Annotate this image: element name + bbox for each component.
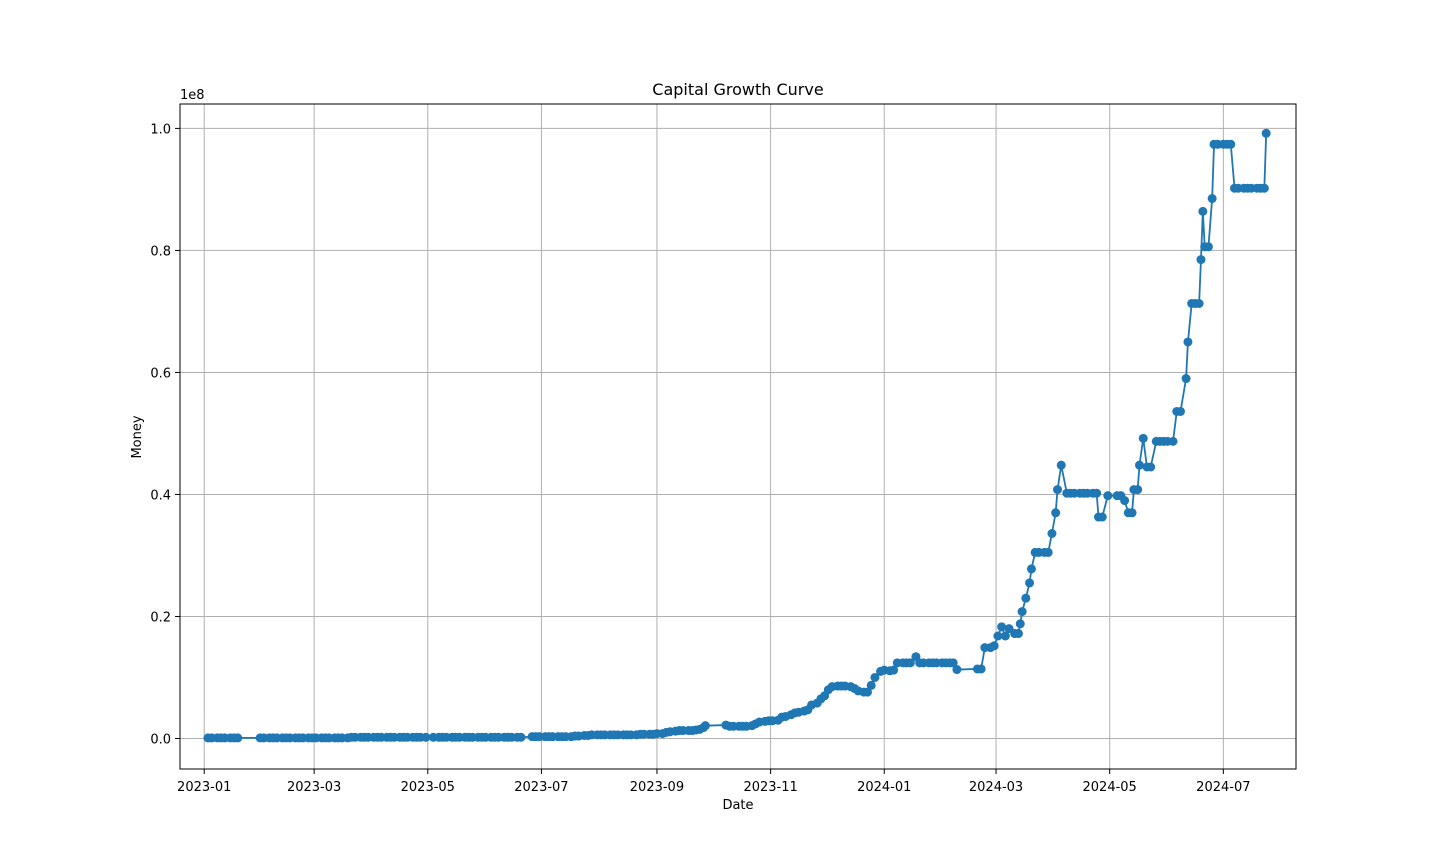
data-point	[1194, 299, 1204, 308]
data-point	[1103, 491, 1113, 501]
data-point	[516, 732, 526, 742]
grid	[180, 104, 1296, 769]
data-point	[1013, 629, 1023, 639]
data-point	[1015, 619, 1025, 629]
data-point	[1092, 488, 1102, 498]
x-tick-label: 2024-01	[857, 780, 911, 795]
data-point	[993, 631, 1003, 641]
data-point	[989, 641, 999, 651]
y-tick-label: 1.0	[150, 122, 171, 137]
data-point	[1056, 460, 1066, 470]
data-point	[948, 658, 958, 668]
data-point	[1181, 374, 1191, 384]
x-axis-label: Date	[722, 798, 753, 813]
x-tick-label: 2024-05	[1083, 780, 1137, 795]
data-point	[889, 665, 899, 675]
data-point	[1120, 496, 1130, 506]
data-point	[1025, 578, 1035, 588]
data-point	[1146, 462, 1156, 472]
data-point	[1133, 485, 1143, 495]
data-point	[1026, 564, 1036, 574]
axis-ticks: 2023-01 2023-03 2023-05 2023-07 2023-09 2023-…	[150, 122, 1250, 795]
data-point	[421, 732, 431, 742]
data-point	[1259, 183, 1269, 193]
x-tick-label: 2024-03	[969, 780, 1023, 795]
data-point	[1021, 593, 1031, 603]
data-point	[952, 665, 962, 675]
data-point	[1053, 485, 1063, 495]
y-tick-label: 0.8	[150, 244, 171, 259]
data-point	[866, 680, 876, 690]
x-tick-label: 2024-07	[1196, 780, 1250, 795]
data-point	[997, 622, 1007, 632]
x-tick-label: 2023-01	[177, 780, 231, 795]
x-tick-label: 2023-03	[287, 780, 341, 795]
x-tick-label: 2023-11	[743, 780, 797, 795]
series-layer	[203, 128, 1271, 743]
data-point	[1000, 631, 1010, 641]
data-point	[1168, 436, 1178, 446]
data-point	[1047, 529, 1057, 538]
x-tick-label: 2023-09	[630, 780, 684, 795]
data-point	[862, 687, 872, 697]
data-point	[1207, 194, 1217, 204]
data-point	[1017, 607, 1027, 617]
data-point	[1261, 128, 1271, 138]
data-point	[870, 672, 880, 682]
x-tick-label: 2023-05	[401, 780, 455, 795]
data-point	[1127, 508, 1137, 518]
data-point	[1135, 460, 1144, 470]
data-point	[1051, 508, 1061, 518]
data-point	[1226, 139, 1236, 149]
data-point	[1175, 406, 1185, 416]
data-point	[1196, 255, 1206, 265]
data-point	[976, 664, 986, 674]
plot-frame	[179, 103, 1297, 770]
y-tick-label: 0.4	[150, 488, 171, 503]
data-point	[1203, 242, 1213, 252]
y-tick-label: 0.2	[150, 610, 171, 625]
data-point	[1043, 547, 1053, 557]
chart-title: Capital Growth Curve	[652, 80, 823, 99]
y-tick-label: 0.6	[150, 366, 171, 381]
data-point	[905, 658, 915, 668]
data-point	[1183, 337, 1193, 347]
y-offset-label: 1e8	[180, 88, 205, 103]
data-point	[1198, 206, 1208, 216]
y-tick-label: 0.0	[150, 732, 171, 747]
x-tick-label: 2023-07	[514, 780, 568, 795]
data-point	[700, 721, 710, 731]
y-axis-label: Money	[130, 415, 145, 458]
data-point	[1097, 512, 1107, 522]
data-point	[1138, 433, 1148, 443]
data-point	[233, 733, 243, 743]
